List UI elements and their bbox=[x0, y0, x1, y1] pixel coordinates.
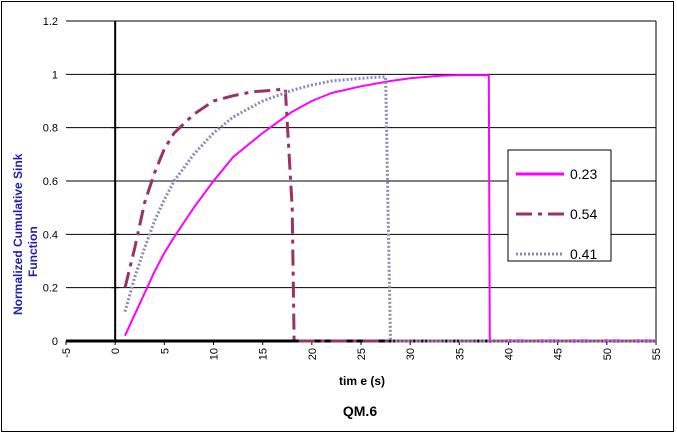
series-line-1 bbox=[123, 87, 656, 343]
x-tick-label-8: 35 bbox=[454, 348, 466, 360]
chart-caption: QM.6 bbox=[343, 403, 377, 419]
x-tick-label-3: 10 bbox=[209, 348, 221, 360]
y-axis-title: Normalized Cumulative Sink Function bbox=[11, 150, 40, 315]
series-layer bbox=[123, 74, 656, 343]
x-tick-label-6: 25 bbox=[356, 348, 368, 360]
y-tick-label-6: 1.2 bbox=[43, 16, 58, 28]
y-tick-label-0: 0 bbox=[52, 336, 58, 348]
x-tick-label-2: 5 bbox=[159, 348, 171, 354]
y-tick-label-5: 1 bbox=[52, 69, 58, 81]
y-tick-label-4: 0.8 bbox=[43, 123, 58, 135]
series-line-0 bbox=[124, 74, 656, 342]
x-tick-label-5: 20 bbox=[307, 348, 319, 360]
x-tick-label-9: 40 bbox=[504, 348, 516, 360]
x-tick-label-11: 50 bbox=[602, 348, 614, 360]
y-tick-label-3: 0.6 bbox=[43, 176, 58, 188]
legend-label-0: 0.23 bbox=[570, 166, 597, 182]
legend-box bbox=[507, 149, 612, 262]
x-axis-title: tim e (s) bbox=[339, 374, 385, 388]
x-tick-label-0: -5 bbox=[61, 348, 73, 358]
y-tick-label-2: 0.4 bbox=[43, 229, 58, 241]
x-tick-label-12: 55 bbox=[651, 348, 663, 360]
legend-label-1: 0.54 bbox=[570, 206, 597, 222]
x-tick-label-10: 45 bbox=[553, 348, 565, 360]
legend: 0.23 0.54 0.41 bbox=[507, 149, 612, 262]
x-tick-label-4: 15 bbox=[258, 348, 270, 360]
y-tick-label-1: 0.2 bbox=[43, 283, 58, 295]
x-tick-label-7: 30 bbox=[405, 348, 417, 360]
series-line-2 bbox=[123, 75, 656, 343]
legend-label-2: 0.41 bbox=[570, 246, 597, 262]
x-tick-label-1: 0 bbox=[110, 348, 122, 354]
